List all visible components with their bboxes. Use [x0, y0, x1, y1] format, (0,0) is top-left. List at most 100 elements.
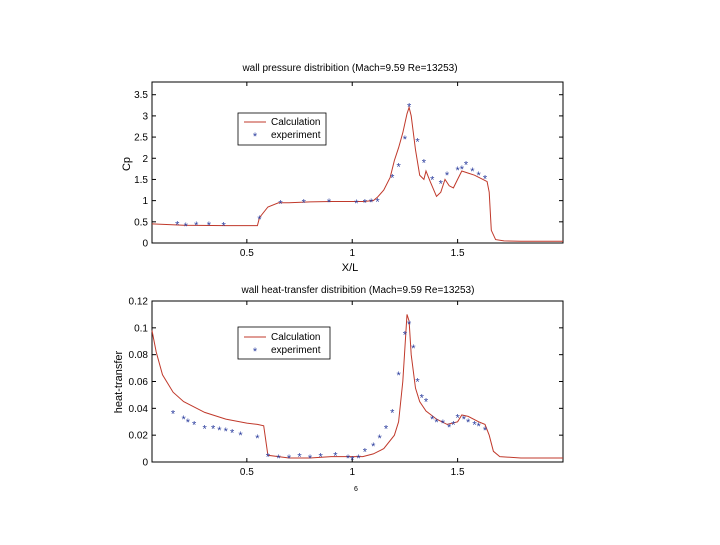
- heat-ytick-label: 0.1: [134, 323, 148, 334]
- pressure-chart-ticks: 0.5 1 1.5 0 0.5 1 1.5 2 2.5 3 3.5: [134, 82, 563, 259]
- heat-experiment-point: *: [224, 426, 229, 438]
- pressure-ytick-label: 0: [142, 239, 148, 250]
- heat-legend-box: [237, 326, 331, 360]
- heat-experiment-point: *: [472, 419, 477, 431]
- heat-experiment-point: *: [466, 417, 471, 429]
- pressure-experiment-point: *: [390, 172, 395, 184]
- pressure-experiment-point: *: [439, 179, 444, 191]
- heat-experiment-point: *: [403, 330, 408, 342]
- pressure-xtick-label: 1.5: [451, 248, 465, 259]
- pressure-experiment-point: *: [184, 221, 189, 233]
- pressure-ytick-label: 2: [142, 154, 148, 165]
- heat-experiment-point: *: [297, 452, 302, 464]
- pressure-legend-marker-swatch: *: [253, 131, 258, 143]
- heat-experiment-point: *: [203, 423, 208, 435]
- heat-experiment-point: *: [217, 425, 222, 437]
- heat-experiment-point: *: [415, 377, 420, 389]
- pressure-experiment-point: *: [175, 219, 180, 231]
- heat-ytick-label: 0: [142, 458, 148, 469]
- pressure-experiment-point: *: [257, 214, 262, 226]
- pressure-chart-plot-area: * * * * *** * * * * * ******** ** * * ** * *: [151, 102, 563, 242]
- heat-experiment-point: *: [411, 343, 416, 355]
- pressure-experiment-point: *: [278, 199, 283, 211]
- heat-legend-experiment: experiment: [271, 345, 321, 356]
- pressure-chart-xlabel: X/L: [342, 262, 359, 274]
- heat-experiment-point: *: [255, 433, 260, 445]
- heat-calculation-line: [151, 314, 563, 459]
- heat-experiment-point: *: [384, 423, 389, 435]
- heat-experiment-point: *: [483, 425, 488, 437]
- pressure-chart-ylabel: Cp: [121, 157, 133, 171]
- heat-experiment-point: *: [192, 419, 197, 431]
- pressure-experiment-point: *: [327, 197, 332, 209]
- pressure-experiment-point: *: [407, 102, 412, 114]
- heat-experiment-point: *: [396, 370, 401, 382]
- pressure-chart: wall pressure distribition (Mach=9.59 Re…: [121, 63, 564, 274]
- pressure-ytick-label: 3.5: [134, 90, 148, 101]
- heat-experiment-point: *: [318, 452, 323, 464]
- heat-legend-marker-swatch: *: [253, 346, 258, 358]
- heat-experiment-point: *: [377, 433, 382, 445]
- pressure-experiment-point: *: [422, 158, 427, 170]
- heat-experiment-point: *: [238, 430, 243, 442]
- heat-transfer-chart: wall heat-transfer distribition (Mach=9.…: [113, 285, 564, 478]
- pressure-experiment-point: *: [483, 174, 488, 186]
- pressure-experiment-point: *: [470, 166, 475, 178]
- heat-chart-legend: Calculation * experiment: [237, 326, 331, 360]
- pressure-experiment-point: *: [403, 134, 408, 146]
- heat-chart-ticks: 0.5 1 1.5 0 0.02 0.04 0.06 0.08 0.1 0.12: [129, 297, 563, 478]
- heat-chart-title: wall heat-transfer distribition (Mach=9.…: [241, 285, 475, 296]
- heat-xtick-label: 1: [349, 467, 355, 478]
- pressure-experiment-point: *: [222, 221, 227, 233]
- pressure-experiment-point: *: [363, 197, 368, 209]
- heat-ytick-label: 0.04: [129, 404, 149, 415]
- heat-experiment-point: *: [181, 414, 186, 426]
- heat-ytick-label: 0.08: [129, 350, 149, 361]
- heat-experiment-point: *: [350, 454, 355, 466]
- pressure-experiment-point: *: [477, 170, 482, 182]
- pressure-legend-box: [237, 112, 327, 146]
- heat-legend-calculation: Calculation: [271, 332, 320, 343]
- heat-experiment-point: *: [356, 453, 361, 465]
- heat-experiment-point: *: [420, 393, 425, 405]
- heat-experiment-point: *: [477, 421, 482, 433]
- pressure-experiment-point: *: [464, 160, 469, 172]
- page-footnote: 6: [354, 486, 358, 493]
- pressure-chart-legend: Calculation * experiment: [237, 112, 327, 146]
- heat-experiment-point: *: [455, 413, 460, 425]
- pressure-experiment-point: *: [194, 220, 199, 232]
- heat-experiment-point: *: [447, 422, 452, 434]
- heat-experiment-point: *: [441, 418, 446, 430]
- pressure-experiment-point: *: [375, 196, 380, 208]
- heat-experiment-point: *: [333, 450, 338, 462]
- pressure-ytick-label: 0.5: [134, 217, 148, 228]
- pressure-calculation-line: [151, 105, 563, 242]
- heat-xtick-label: 1.5: [451, 467, 465, 478]
- heat-experiment-point: *: [371, 441, 376, 453]
- pressure-experiment-point: *: [415, 136, 420, 148]
- pressure-xtick-label: 0.5: [240, 248, 254, 259]
- pressure-ytick-label: 1: [142, 196, 148, 207]
- heat-experiment-point: *: [363, 446, 368, 458]
- pressure-experiment-point: *: [455, 165, 460, 177]
- heat-experiment-point: *: [186, 417, 191, 429]
- heat-experiment-point: *: [308, 453, 313, 465]
- pressure-experiment-point: *: [354, 198, 359, 210]
- heat-experiment-point: *: [266, 452, 271, 464]
- pressure-experiment-point: *: [396, 162, 401, 174]
- heat-experiment-point: *: [462, 414, 467, 426]
- pressure-legend-experiment: experiment: [271, 130, 321, 141]
- heat-chart-plot-area: * * * * * * * * * * ** * * * * * * * * ** ********** ** * * * ** *…: [151, 314, 563, 466]
- heat-experiment-point: *: [451, 419, 456, 431]
- heat-chart-axes-box: [151, 300, 564, 463]
- heat-experiment-point: *: [211, 423, 216, 435]
- pressure-experiment-point: *: [430, 174, 435, 186]
- heat-ytick-label: 0.02: [129, 431, 149, 442]
- heat-experiment-point: *: [287, 453, 292, 465]
- pressure-chart-title: wall pressure distribition (Mach=9.59 Re…: [241, 63, 457, 74]
- heat-experiment-point: *: [407, 319, 412, 331]
- pressure-ytick-label: 2.5: [134, 133, 148, 144]
- pressure-experiment-point: *: [302, 197, 307, 209]
- heat-xtick-label: 0.5: [240, 467, 254, 478]
